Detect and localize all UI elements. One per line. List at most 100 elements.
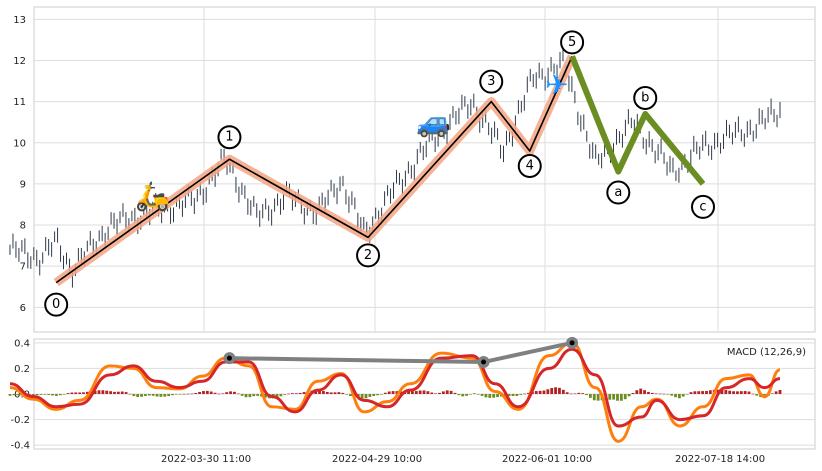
macd-histogram-bar: [159, 394, 163, 397]
macd-histogram-bar: [480, 394, 484, 396]
macd-histogram-bar: [341, 392, 345, 394]
macd-histogram-bar: [619, 394, 623, 401]
wave-label-circle: [633, 85, 658, 110]
macd-histogram-bar: [248, 394, 252, 398]
macd-histogram-bar: [453, 392, 457, 394]
macd-histogram-bar: [612, 394, 616, 400]
macd-histogram-bar: [414, 391, 418, 394]
macd-histogram-bar: [561, 389, 565, 394]
macd-histogram-bar: [51, 394, 54, 396]
macd-histogram-bar: [391, 391, 395, 394]
macd-histogram-bar: [337, 392, 341, 394]
macd-histogram-bar: [654, 393, 658, 395]
scooter-icon: 🛵: [135, 180, 170, 213]
wave-label-circle: [356, 243, 381, 268]
macd-histogram-bar: [8, 394, 12, 396]
macd-histogram-bar: [217, 393, 221, 395]
macd-histogram-bar: [116, 391, 120, 394]
macd-histogram-bar: [12, 394, 16, 396]
macd-histogram-bar: [542, 390, 546, 394]
macd-histogram-bar: [732, 391, 735, 394]
macd-histogram-bar: [538, 390, 542, 394]
macd-histogram-bar: [445, 390, 449, 394]
divergence-point-inner: [226, 355, 232, 361]
macd-histogram-bar: [546, 389, 550, 394]
wave-label-text: b: [641, 90, 649, 105]
macd-histogram-bar: [244, 394, 248, 398]
macd-histogram-bar: [689, 392, 693, 394]
macd-histogram-bar: [325, 391, 329, 394]
macd-histogram-bar: [167, 394, 171, 397]
x-tick-label: 2022-03-30 11:00: [161, 454, 251, 465]
macd-histogram-bar: [507, 394, 511, 397]
macd-histogram-bar: [658, 393, 662, 395]
macd-histogram-bar: [623, 394, 627, 400]
macd-histogram-bar: [31, 394, 35, 396]
price-y-tick-label: 8: [20, 221, 26, 232]
macd-histogram-bar: [240, 394, 244, 396]
macd-histogram-bar: [263, 394, 267, 398]
macd-histogram-bar: [298, 392, 302, 394]
macd-histogram-bar: [708, 390, 712, 394]
macd-histogram-bar: [186, 393, 190, 395]
wave-label-text: 4: [526, 158, 534, 173]
macd-histogram-bar: [279, 394, 283, 397]
macd-histogram-bar: [430, 392, 434, 394]
price-y-tick-label: 13: [13, 15, 26, 26]
macd-histogram-bar: [329, 392, 333, 394]
macd-histogram-bar: [492, 394, 496, 398]
macd-histogram-bar: [589, 394, 592, 398]
macd-histogram-bar: [283, 394, 287, 395]
signal-line: [9, 347, 781, 428]
macd-histogram-bar: [302, 392, 306, 394]
macd-histogram-bar: [662, 393, 666, 395]
corrective-wave-line: [569, 55, 706, 186]
macd-histogram-bar: [755, 394, 759, 396]
price-y-tick-label: 10: [13, 138, 26, 149]
macd-histogram-bar: [144, 394, 147, 396]
macd-histogram-bar: [724, 389, 728, 394]
macd-histogram-bar: [434, 393, 438, 394]
macd-histogram-bar: [35, 394, 39, 396]
macd-histogram-bar: [252, 394, 256, 397]
macd-histogram-bar: [666, 394, 670, 395]
macd-histogram-bar: [294, 393, 298, 394]
macd-histogram-bar: [519, 394, 523, 395]
macd-histogram-bar: [627, 394, 631, 397]
macd-histogram-bar: [422, 390, 426, 394]
macd-histogram-bar: [411, 391, 414, 394]
macd-histogram-bar: [225, 392, 229, 394]
macd-histogram-bar: [643, 390, 646, 394]
macd-histogram-bar: [465, 394, 468, 396]
macd-histogram-bar: [213, 392, 217, 394]
macd-y-tick-label: 0.2: [14, 364, 30, 375]
macd-histogram-bar: [155, 394, 159, 397]
macd-histogram-bar: [608, 394, 612, 400]
macd-histogram-bar: [743, 391, 747, 394]
wave-label-text: 0: [52, 297, 60, 312]
macd-histogram-bar: [221, 393, 225, 395]
macd-histogram-bar: [457, 394, 461, 396]
macd-histogram-bar: [472, 393, 476, 395]
macd-y-tick-label: 0.4: [14, 338, 30, 349]
macd-histogram-bar: [205, 390, 209, 394]
macd-histogram-bar: [728, 390, 732, 394]
macd-histogram-bar: [418, 390, 422, 394]
macd-histogram-bar: [476, 394, 480, 395]
macd-histogram-bar: [693, 391, 697, 394]
macd-histogram-bar: [616, 394, 619, 401]
macd-histogram-bar: [647, 391, 650, 394]
macd-histogram-bar: [291, 393, 294, 394]
price-y-tick-label: 7: [20, 262, 26, 273]
macd-histogram-bar: [368, 394, 372, 397]
macd-histogram-bar: [256, 394, 260, 396]
macd-histogram-bar: [314, 390, 318, 394]
macd-histogram-bar: [136, 394, 140, 397]
macd-y-tick-label: -0.2: [10, 415, 30, 426]
wave-label-circle: [691, 194, 715, 219]
macd-histogram-bar: [236, 393, 240, 395]
macd-histogram-bar: [322, 391, 325, 394]
macd-panel: 2022-03-30 11:00 2022-04-29 10:00 2022-06-…: [8, 336, 816, 465]
macd-histogram-bar: [515, 394, 519, 396]
macd-histogram-bar: [78, 392, 82, 394]
